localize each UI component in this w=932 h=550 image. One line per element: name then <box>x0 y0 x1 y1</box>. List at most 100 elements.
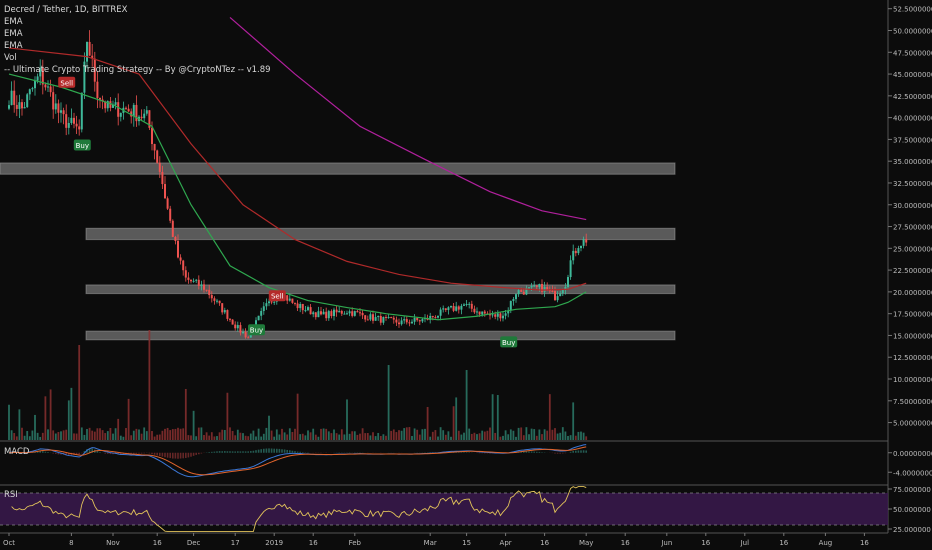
macd-histogram-bar <box>296 451 299 453</box>
candle-body <box>343 313 346 315</box>
volume-bar <box>200 427 203 440</box>
candle-body <box>356 311 359 313</box>
candle-body <box>439 309 442 316</box>
volume-bar <box>210 432 213 440</box>
volume-bar <box>13 433 16 440</box>
volume-bar <box>455 397 458 440</box>
volume-bar <box>473 432 476 440</box>
volume-bar <box>452 406 455 440</box>
volume-bar <box>218 432 221 440</box>
volume-bar <box>421 429 424 440</box>
macd-histogram-bar <box>91 448 93 453</box>
candle-body <box>197 279 200 286</box>
macd-histogram-bar <box>109 452 112 455</box>
volume-bar <box>574 435 577 440</box>
volume-bar <box>57 432 60 440</box>
macd-histogram-bar <box>39 450 41 453</box>
volume-bar <box>509 429 512 440</box>
candle-body <box>216 300 218 302</box>
volume-bar <box>122 436 125 440</box>
volume-bar <box>86 429 88 440</box>
candle-body <box>187 277 190 280</box>
candle-body <box>450 306 452 308</box>
volume-bar <box>439 427 442 440</box>
candle-body <box>10 90 13 106</box>
signal-text: Buy <box>250 327 263 335</box>
candle-body <box>572 250 575 261</box>
volume-bar <box>517 427 520 440</box>
macd-histogram-bar <box>252 450 255 453</box>
volume-bar <box>364 433 367 440</box>
volume-bar <box>538 429 541 440</box>
volume-bar <box>387 365 390 440</box>
candle-body <box>390 317 393 319</box>
candle-body <box>522 291 525 295</box>
macd-histogram-bar <box>164 452 166 458</box>
volume-bar <box>268 415 270 440</box>
candle-body <box>239 325 242 333</box>
candle-body <box>483 311 486 314</box>
macd-histogram-bar <box>234 451 236 453</box>
candle-body <box>119 112 122 117</box>
volume-bar <box>541 434 543 440</box>
volume-bar <box>44 396 47 440</box>
volume-bar <box>244 435 247 440</box>
volume-bar <box>494 432 497 440</box>
time-axis-label: 16 <box>621 539 630 547</box>
sell-signal-label: Sell <box>58 76 76 88</box>
volume-bar <box>182 428 185 440</box>
volume-bar <box>460 434 463 440</box>
candle-body <box>457 306 460 310</box>
macd-histogram-bar <box>572 450 574 453</box>
volume-bar <box>36 432 39 440</box>
ema-line-2 <box>8 47 587 291</box>
macd-pane-label: MACD <box>4 447 30 457</box>
volume-bar <box>330 433 333 440</box>
sell-signal-label: Sell <box>268 290 286 302</box>
time-axis-label: 16 <box>540 539 549 547</box>
macd-histogram-bar <box>229 451 231 453</box>
volume-bar <box>413 428 416 440</box>
volume-bar <box>242 433 244 440</box>
candle-body <box>317 311 320 318</box>
candle-body <box>145 110 148 114</box>
rsi-axis-label: 25.000000 <box>893 526 931 534</box>
volume-bar <box>530 428 533 440</box>
volume-bar <box>177 427 179 440</box>
candle-body <box>166 198 169 209</box>
candle-body <box>60 110 62 113</box>
candle-body <box>465 303 468 305</box>
macd-axis-label: -4.00000000 <box>893 469 932 477</box>
volume-bar <box>223 429 226 440</box>
macd-histogram-bar <box>135 452 138 454</box>
candle-body <box>577 248 580 254</box>
signal-badge <box>268 290 286 302</box>
volume-bar <box>559 432 562 440</box>
candle-body <box>418 320 421 322</box>
volume-bar <box>236 429 239 440</box>
macd-histogram-bar <box>218 451 221 453</box>
macd-histogram-bar <box>138 452 140 454</box>
price-axis-label: 42.50000000 <box>893 93 932 101</box>
candle-body <box>403 319 406 321</box>
volume-bar <box>21 427 23 440</box>
candle-body <box>504 313 507 316</box>
candle-body <box>31 88 34 90</box>
candle-body <box>530 285 533 288</box>
candle-body <box>476 311 478 313</box>
macd-histogram-bar <box>226 451 229 453</box>
volume-bar <box>275 429 278 440</box>
macd-signal-line <box>8 446 587 476</box>
candle-body <box>478 311 481 315</box>
volume-bar <box>496 395 499 440</box>
volume-bar <box>26 430 29 440</box>
volume-bar <box>478 433 481 440</box>
volume-bar <box>239 432 242 440</box>
candle-body <box>507 310 510 314</box>
volume-bar <box>309 432 312 440</box>
candle-body <box>340 310 343 314</box>
volume-bar <box>426 406 429 440</box>
candle-body <box>348 311 351 314</box>
